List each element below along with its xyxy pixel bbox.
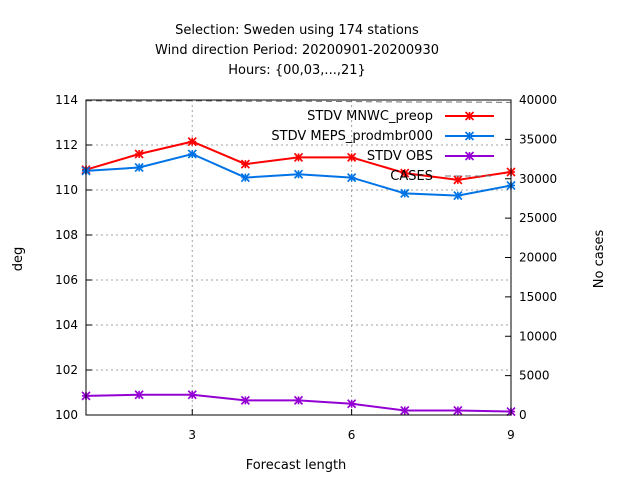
y2-axis-label: No cases <box>592 230 607 289</box>
series-point-2 <box>134 390 144 400</box>
x-tick-label: 9 <box>507 428 515 442</box>
title-line-2: Wind direction Period: 20200901-20200930 <box>155 43 439 58</box>
y-tick-label: 104 <box>55 318 78 332</box>
y2-tick-label: 5000 <box>519 369 550 383</box>
series-point-0 <box>400 168 410 178</box>
series-point-0 <box>134 149 144 159</box>
y2-tick-label: 35000 <box>519 132 557 146</box>
y2-tick-label: 40000 <box>519 93 557 107</box>
y2-tick-label: 0 <box>519 408 527 422</box>
y-tick-label: 100 <box>55 408 78 422</box>
grid <box>86 100 511 415</box>
y-tick-label: 102 <box>55 363 78 377</box>
y2-tick-label: 30000 <box>519 172 557 186</box>
title-line-1: Selection: Sweden using 174 stations <box>175 23 419 38</box>
series-point-2 <box>400 405 410 416</box>
legend-marker-2 <box>464 151 475 161</box>
y-tick-label: 114 <box>55 93 78 107</box>
legend-label-3: CASES <box>390 169 433 184</box>
y-tick-label: 112 <box>55 138 78 152</box>
x-tick-label: 3 <box>188 428 196 442</box>
y-tick-label: 110 <box>55 183 78 197</box>
legend-marker-1 <box>464 131 475 141</box>
legend-marker-0 <box>464 111 475 121</box>
y-axis-label: deg <box>11 247 26 272</box>
legend: STDV MNWC_preop STDV MEPS_prodmbr000 STDV … <box>271 109 494 184</box>
series-point-1 <box>293 169 304 179</box>
y2-tick-label: 15000 <box>519 290 557 304</box>
series-point-1 <box>347 173 357 183</box>
legend-label-1: STDV MEPS_prodmbr000 <box>271 129 433 144</box>
series-point-0 <box>453 175 463 185</box>
series-point-2 <box>240 395 250 405</box>
series-point-0 <box>187 137 197 147</box>
series-point-2 <box>293 395 304 405</box>
series-point-1 <box>187 149 197 159</box>
chart-title: Selection: Sweden using 174 stations Win… <box>155 23 439 78</box>
series-point-2 <box>187 390 197 400</box>
y-tick-label: 108 <box>55 228 78 242</box>
y-tick-label: 106 <box>55 273 78 287</box>
series-point-0 <box>293 152 304 162</box>
y2-tick-label: 10000 <box>519 329 557 343</box>
legend-label-0: STDV MNWC_preop <box>307 109 433 124</box>
series-point-2 <box>453 405 463 416</box>
legend-label-2: STDV OBS <box>367 149 433 164</box>
series-point-1 <box>453 191 463 201</box>
series-line-3 <box>85 100 512 103</box>
plot-frame <box>85 99 512 416</box>
series-point-1 <box>134 162 144 173</box>
axes: 100 102 104 106 108 110 112 114 3 6 90 5000 10000 150… <box>55 93 557 442</box>
series-point-1 <box>240 173 250 183</box>
title-line-3: Hours: {00,03,...,21} <box>228 63 366 78</box>
x-axis-label: Forecast length <box>246 458 347 473</box>
y2-tick-label: 20000 <box>519 251 557 265</box>
series-point-0 <box>240 159 250 169</box>
series-point-2 <box>347 399 357 409</box>
x-tick-label: 6 <box>348 428 356 442</box>
series-point-1 <box>400 188 410 198</box>
series-point-0 <box>347 152 357 162</box>
y2-tick-label: 25000 <box>519 211 557 225</box>
series-layer <box>81 100 516 417</box>
